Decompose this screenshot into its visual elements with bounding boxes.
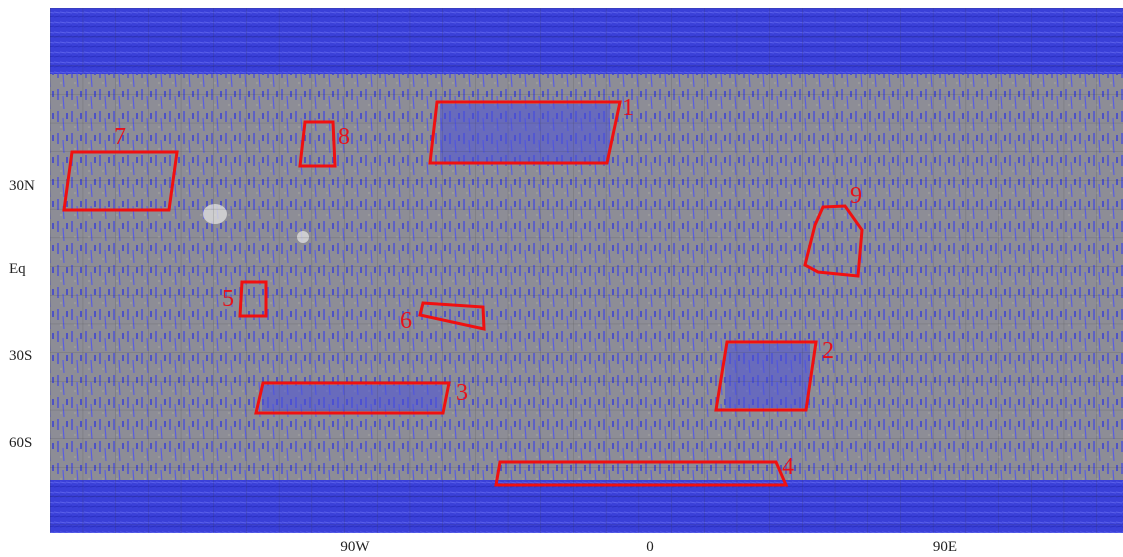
lon-labels: 90W 0 90E — [340, 539, 957, 555]
region-label: 5 — [222, 286, 234, 312]
lat-label: 60S — [9, 435, 32, 451]
region-label: 7 — [114, 124, 126, 150]
mars-map: 30N Eq 30S 60S 90W 0 90E 1 2 3 4 5 6 7 8… — [0, 0, 1123, 557]
region-label: 1 — [622, 95, 634, 121]
lat-label: 30S — [9, 348, 32, 364]
region-label: 8 — [338, 124, 350, 150]
lat-label: 30N — [9, 178, 35, 194]
map-image — [50, 8, 1123, 533]
lon-label: 90E — [933, 539, 957, 555]
region-label: 9 — [850, 183, 862, 209]
lat-labels: 30N Eq 30S 60S — [9, 178, 35, 451]
region-label: 4 — [782, 454, 794, 480]
lon-label: 90W — [340, 539, 370, 555]
region-label: 6 — [400, 308, 412, 334]
lat-label: Eq — [9, 261, 26, 277]
lon-label: 0 — [646, 539, 654, 555]
region-label: 3 — [456, 380, 468, 406]
region-label: 2 — [822, 338, 834, 364]
